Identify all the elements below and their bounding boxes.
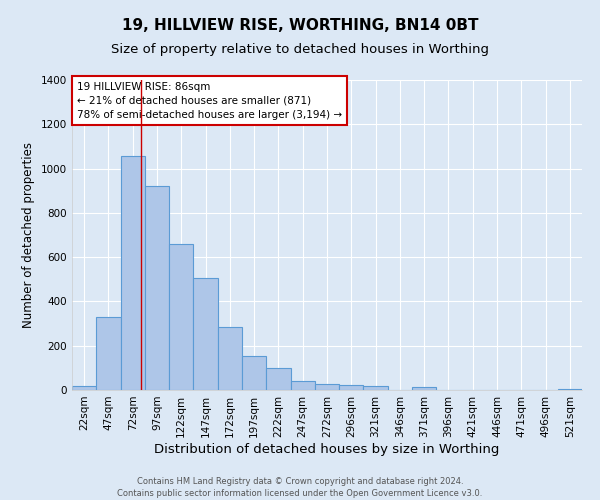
Bar (193, 278, 218, 390)
X-axis label: Distribution of detached houses by size in Worthing: Distribution of detached houses by size … (154, 442, 500, 456)
Text: Size of property relative to detached houses in Worthing: Size of property relative to detached ho… (111, 42, 489, 56)
Bar (72, 386, 96, 390)
Bar (315, 384, 339, 390)
Y-axis label: Number of detached properties: Number of detached properties (22, 142, 35, 328)
Bar (364, 386, 388, 390)
Bar (145, 186, 169, 390)
Bar (558, 389, 582, 390)
Bar (266, 368, 290, 390)
Text: Contains HM Land Registry data © Crown copyright and database right 2024.
Contai: Contains HM Land Registry data © Crown c… (118, 476, 482, 498)
Bar (339, 385, 364, 390)
Bar (218, 327, 242, 390)
Bar (242, 356, 266, 390)
Bar (96, 317, 121, 390)
Bar (290, 380, 315, 390)
Text: 19, HILLVIEW RISE, WORTHING, BN14 0BT: 19, HILLVIEW RISE, WORTHING, BN14 0BT (122, 18, 478, 32)
Bar (412, 388, 436, 390)
Bar (169, 244, 193, 390)
Bar (121, 156, 145, 390)
Text: 19 HILLVIEW RISE: 86sqm
← 21% of detached houses are smaller (871)
78% of semi-d: 19 HILLVIEW RISE: 86sqm ← 21% of detache… (77, 82, 342, 120)
